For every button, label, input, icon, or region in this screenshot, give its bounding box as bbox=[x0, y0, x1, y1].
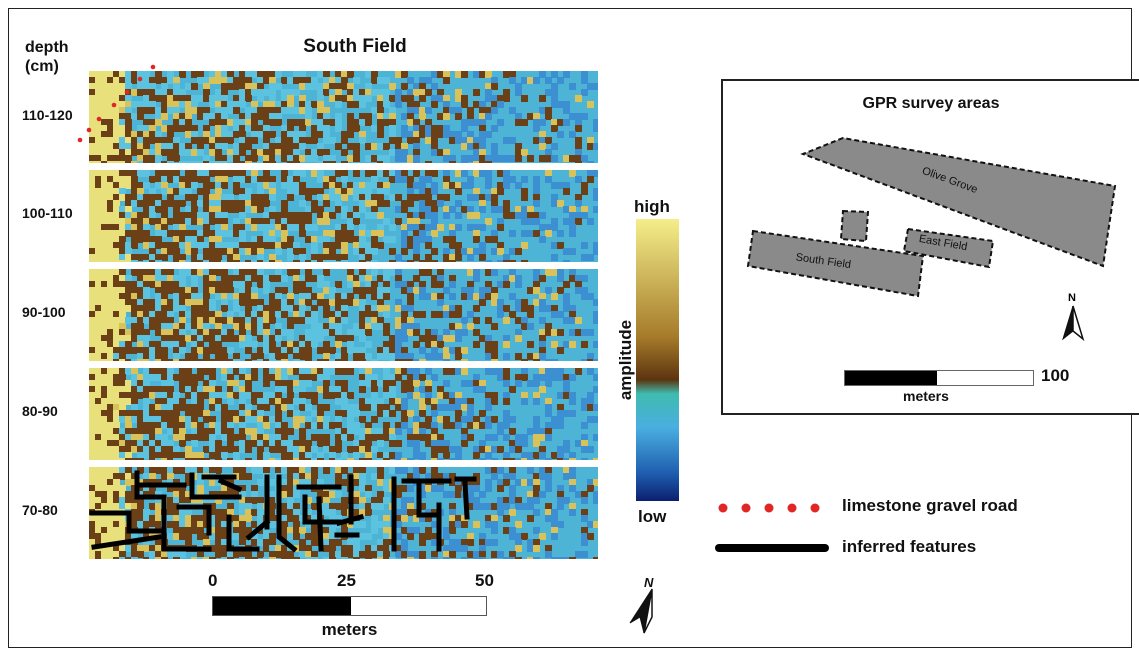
legend-road-label: limestone gravel road bbox=[842, 496, 1018, 515]
depth-label-90-100: 90-100 bbox=[22, 304, 66, 320]
scale-unit: meters bbox=[321, 620, 378, 639]
inset-scale-bar bbox=[844, 370, 1034, 386]
amplitude-colorbar bbox=[636, 219, 679, 501]
amplitude-slice-80-90 bbox=[89, 368, 598, 460]
depth-header-line1: depth bbox=[25, 39, 69, 56]
east-field-area bbox=[902, 227, 995, 269]
north-arrow-icon: N bbox=[622, 575, 662, 635]
colorbar-title: amplitude bbox=[616, 319, 635, 401]
inferred-features-overlay bbox=[89, 470, 477, 553]
depth-label-110-120: 110-120 bbox=[22, 107, 73, 123]
north-arrow-label: N bbox=[644, 575, 654, 590]
depth-label-70-80: 70-80 bbox=[22, 502, 58, 518]
inset-north-arrow-icon: N bbox=[1062, 292, 1085, 342]
south-field-area bbox=[746, 229, 925, 298]
depth-header-line2: (cm) bbox=[25, 58, 59, 75]
inset-map: GPR survey areas Olive Grove East Field … bbox=[721, 79, 1139, 415]
depth-label-100-110: 100-110 bbox=[22, 205, 73, 221]
amplitude-slice-110-120 bbox=[89, 71, 598, 163]
olive-grove-area bbox=[800, 136, 1117, 268]
small-area bbox=[839, 209, 870, 243]
limestone-road-dots bbox=[77, 64, 156, 143]
colorbar-high-label: high bbox=[634, 197, 670, 216]
amplitude-slice-70-80 bbox=[89, 467, 598, 559]
colorbar-low-label: low bbox=[638, 507, 667, 526]
legend-road-dots-icon bbox=[718, 503, 820, 513]
scale-tick-25: 25 bbox=[337, 571, 356, 590]
depth-label-80-90: 80-90 bbox=[22, 403, 58, 419]
amplitude-slice-100-110 bbox=[89, 170, 598, 262]
scale-bar-filled-segment bbox=[213, 597, 351, 615]
inset-scale-value: 100 bbox=[1041, 366, 1070, 385]
scale-tick-0: 0 bbox=[208, 571, 218, 590]
figure-title: South Field bbox=[303, 36, 407, 57]
scale-tick-50: 50 bbox=[475, 571, 494, 590]
depth-header: depth (cm) bbox=[25, 38, 69, 76]
legend-swatches bbox=[715, 503, 829, 552]
survey-areas-map: Olive Grove East Field South Field N bbox=[746, 136, 1117, 342]
inset-map-title: GPR survey areas bbox=[862, 95, 1000, 112]
amplitude-slice-90-100 bbox=[89, 269, 598, 361]
scale-bar bbox=[212, 596, 487, 616]
legend-features-label: inferred features bbox=[842, 537, 977, 556]
inset-scale-bar-filled bbox=[845, 371, 937, 385]
inset-scale-unit: meters bbox=[903, 388, 949, 404]
svg-text:N: N bbox=[1068, 292, 1076, 304]
